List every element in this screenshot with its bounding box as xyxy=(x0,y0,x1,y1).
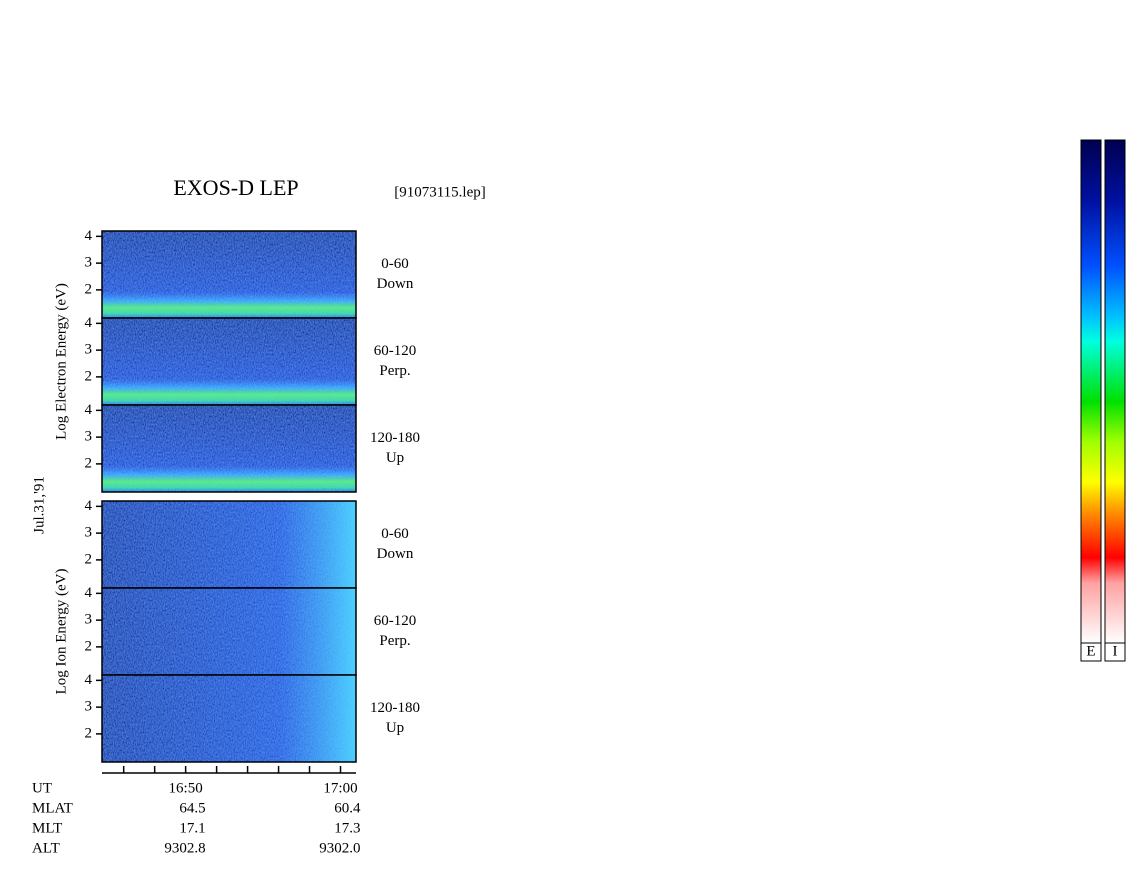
x-axis-label: UT xyxy=(32,780,52,796)
spectrogram xyxy=(102,588,356,675)
channel-label: Perp. xyxy=(379,633,410,649)
spectrogram xyxy=(102,405,356,492)
y-tick-label: 4 xyxy=(85,498,93,514)
spectrogram xyxy=(102,675,356,762)
channel-label: 60-120 xyxy=(374,613,417,629)
y-tick-label: 4 xyxy=(85,672,93,688)
colorbar-label-box xyxy=(1080,642,1102,662)
y-tick-label: 2 xyxy=(85,638,93,654)
y-tick-label: 4 xyxy=(85,228,93,244)
channel-label: Up xyxy=(386,450,404,466)
ephemeris-value: 9302.0 xyxy=(319,840,360,856)
spectrogram xyxy=(102,501,356,588)
ephemeris-value: 9302.8 xyxy=(164,840,205,856)
channel-label: 120-180 xyxy=(370,430,420,446)
y-tick-label: 3 xyxy=(85,342,93,358)
y-tick-label: 2 xyxy=(85,368,93,384)
y-axis-label: Log Electron Energy (eV) xyxy=(53,283,69,440)
channel-label: 60-120 xyxy=(374,343,417,359)
y-tick-label: 3 xyxy=(85,255,93,271)
channel-label: Up xyxy=(386,720,404,736)
y-tick-label: 4 xyxy=(85,315,93,331)
ephemeris-name: MLAT xyxy=(32,800,73,816)
channel-label: Down xyxy=(377,546,414,562)
channel-label: 0-60 xyxy=(381,256,409,272)
spectrogram xyxy=(102,231,356,318)
y-tick-label: 2 xyxy=(85,455,93,471)
ephemeris-value: 60.4 xyxy=(334,800,361,816)
channel-label: Down xyxy=(377,276,414,292)
chart-title: EXOS-D LEP xyxy=(173,175,298,200)
y-tick-label: 2 xyxy=(85,551,93,567)
y-axis-label: Log Ion Energy (eV) xyxy=(53,569,69,695)
date-label: Jul.31,'91 xyxy=(31,476,47,534)
y-tick-label: 4 xyxy=(85,585,93,601)
colorbar xyxy=(1080,139,1102,644)
y-tick-label: 4 xyxy=(85,402,93,418)
colorbar-label: I xyxy=(1113,643,1118,659)
panel-frame xyxy=(101,404,357,493)
y-tick-label: 3 xyxy=(85,525,93,541)
x-tick-label: 17:00 xyxy=(323,780,357,796)
ephemeris-value: 17.1 xyxy=(179,820,205,836)
y-tick-label: 3 xyxy=(85,429,93,445)
x-tick-label: 16:50 xyxy=(169,780,203,796)
channel-label: Perp. xyxy=(379,363,410,379)
channel-label: 120-180 xyxy=(370,700,420,716)
y-tick-label: 3 xyxy=(85,612,93,628)
colorbar-label: E xyxy=(1086,643,1095,659)
y-tick-label: 3 xyxy=(85,699,93,715)
file-name: [91073115.lep] xyxy=(394,184,486,200)
ephemeris-value: 17.3 xyxy=(334,820,360,836)
ephemeris-name: ALT xyxy=(32,840,60,856)
spectrogram xyxy=(102,318,356,405)
ephemeris-value: 64.5 xyxy=(179,800,205,816)
colorbar xyxy=(1104,139,1126,644)
y-tick-label: 2 xyxy=(85,281,93,297)
panel-frame xyxy=(101,674,357,763)
y-tick-label: 2 xyxy=(85,725,93,741)
channel-label: 0-60 xyxy=(381,526,409,542)
colorbar-label-box xyxy=(1104,642,1126,662)
ephemeris-name: MLT xyxy=(32,820,62,836)
